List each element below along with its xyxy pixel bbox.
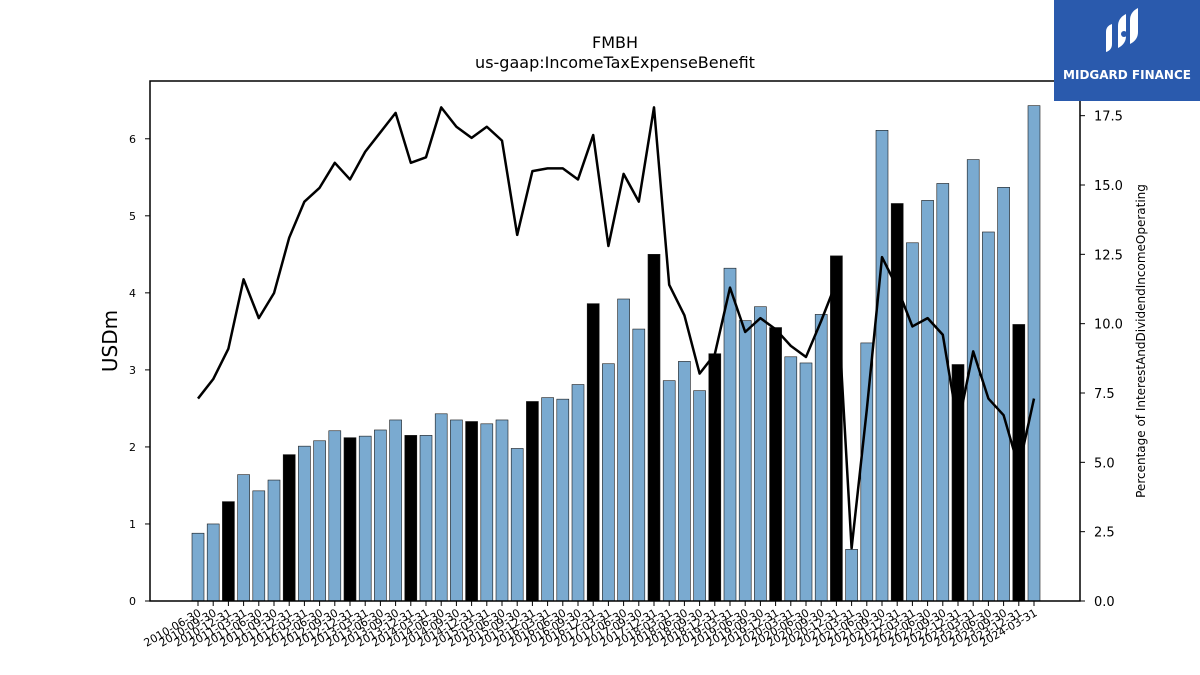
bar bbox=[586, 303, 600, 602]
logo: MIDGARD FINANCE bbox=[1054, 0, 1200, 101]
bar bbox=[662, 380, 676, 602]
y-tick-label: 1 bbox=[129, 518, 136, 531]
bar bbox=[480, 423, 494, 602]
y-tick-label: 6 bbox=[129, 133, 136, 146]
bars-group bbox=[191, 105, 1041, 602]
y2-tick-label: 17.5 bbox=[1094, 110, 1123, 125]
bar bbox=[313, 440, 326, 602]
bar bbox=[328, 430, 342, 602]
bar bbox=[982, 231, 995, 602]
plot-frame bbox=[149, 80, 1081, 602]
midgard-logo-icon bbox=[1106, 8, 1138, 52]
y2-tick-label: 2.5 bbox=[1094, 526, 1115, 541]
bar bbox=[571, 384, 585, 602]
bar bbox=[237, 474, 250, 602]
bar bbox=[784, 356, 798, 602]
bar bbox=[693, 390, 706, 602]
bar bbox=[404, 435, 418, 602]
bar bbox=[602, 363, 615, 602]
x-axis: 2010-06-302010-09-302010-12-312011-03-31… bbox=[142, 601, 1040, 650]
bar bbox=[374, 429, 387, 602]
bar bbox=[708, 353, 722, 602]
series-line bbox=[197, 106, 1036, 550]
bar bbox=[754, 306, 767, 602]
bar bbox=[358, 435, 372, 602]
bar bbox=[769, 327, 782, 602]
bar bbox=[191, 532, 205, 602]
bar bbox=[845, 549, 858, 602]
bar bbox=[434, 413, 448, 602]
bar bbox=[495, 419, 509, 602]
y-axis-label: USDm bbox=[98, 310, 122, 372]
bar bbox=[875, 130, 889, 602]
bar bbox=[997, 187, 1010, 602]
y2-tick-label: 7.5 bbox=[1094, 387, 1115, 402]
bar bbox=[343, 437, 357, 602]
y-tick-label: 5 bbox=[129, 210, 136, 223]
y2-tick-label: 12.5 bbox=[1094, 248, 1123, 263]
y2-tick-label: 0.0 bbox=[1094, 595, 1115, 610]
bar bbox=[541, 397, 554, 602]
y2-axis-label: Percentage of InterestAndDividendIncomeO… bbox=[1134, 184, 1148, 498]
y-axis: 0 1 2 3 4 5 6 bbox=[129, 133, 150, 608]
bar bbox=[921, 200, 934, 602]
bar bbox=[632, 328, 646, 602]
line-group bbox=[197, 106, 1036, 550]
bar bbox=[465, 421, 478, 602]
bar bbox=[450, 419, 463, 602]
bar bbox=[799, 362, 813, 602]
bar bbox=[419, 435, 433, 602]
y2-tick-label: 10.0 bbox=[1094, 318, 1123, 333]
bar bbox=[814, 314, 828, 602]
bar bbox=[830, 255, 843, 602]
bar bbox=[723, 267, 737, 602]
bar bbox=[936, 183, 950, 602]
bar bbox=[267, 479, 281, 602]
bar bbox=[1027, 105, 1041, 602]
bar bbox=[617, 298, 630, 602]
bar bbox=[282, 454, 296, 602]
bar bbox=[526, 401, 539, 602]
bar bbox=[556, 398, 570, 602]
bar bbox=[389, 419, 402, 602]
y2-tick-label: 15.0 bbox=[1094, 179, 1123, 194]
y2-tick-label: 5.0 bbox=[1094, 456, 1115, 471]
chart-title: FMBH bbox=[592, 33, 638, 52]
bar bbox=[966, 159, 980, 602]
bar bbox=[890, 203, 904, 602]
bar bbox=[510, 448, 524, 602]
y2-axis: 0.0 2.5 5.0 7.5 10.0 12.5 15.0 17.5 bbox=[1080, 110, 1123, 610]
bar bbox=[222, 501, 235, 602]
logo-text: MIDGARD FINANCE bbox=[1063, 68, 1191, 82]
bar bbox=[860, 342, 874, 602]
bar bbox=[206, 523, 220, 602]
y-tick-label: 4 bbox=[129, 287, 136, 300]
bar bbox=[298, 445, 311, 602]
bar bbox=[678, 361, 691, 602]
y-tick-label: 3 bbox=[129, 364, 136, 377]
chart-subtitle: us-gaap:IncomeTaxExpenseBenefit bbox=[475, 53, 755, 72]
bar bbox=[252, 490, 266, 602]
bar bbox=[738, 320, 752, 602]
bar bbox=[647, 254, 661, 602]
bar bbox=[906, 242, 919, 602]
y-tick-label: 2 bbox=[129, 441, 136, 454]
y-tick-label: 0 bbox=[129, 595, 136, 608]
